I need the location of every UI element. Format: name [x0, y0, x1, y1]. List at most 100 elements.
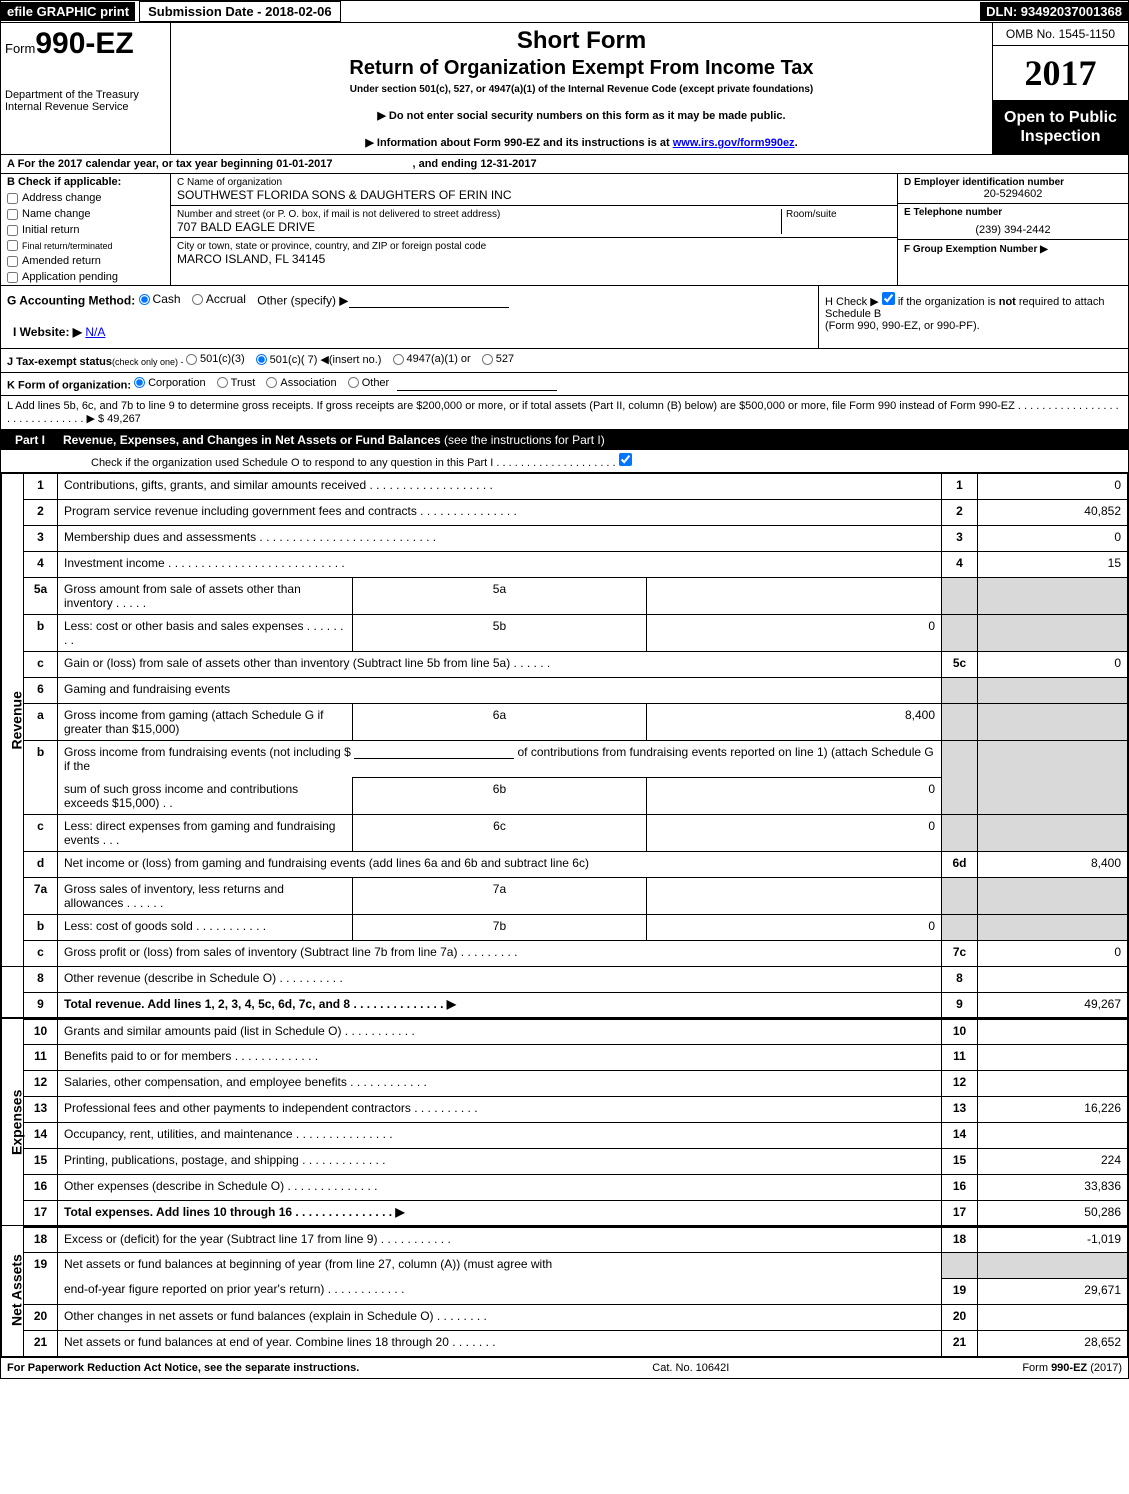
radio-527[interactable]: 527: [482, 353, 514, 365]
line-12: Salaries, other compensation, and employ…: [58, 1070, 942, 1096]
line-15-value: 224: [978, 1148, 1128, 1174]
line-8: Other revenue (describe in Schedule O) .…: [58, 966, 942, 992]
radio-trust[interactable]: Trust: [217, 377, 256, 389]
website-link[interactable]: N/A: [85, 325, 105, 339]
line-19-value: 29,671: [978, 1278, 1128, 1304]
other-specify: Other (specify) ▶: [257, 294, 348, 308]
form-990ez: efile GRAPHIC print Submission Date - 20…: [0, 0, 1129, 1379]
line-20-value: [978, 1304, 1128, 1330]
line-18-value: -1,019: [978, 1226, 1128, 1252]
line-6a-value: 8,400: [647, 704, 942, 741]
efile-print: efile GRAPHIC print: [1, 2, 135, 21]
line-10-value: [978, 1018, 1128, 1044]
radio-4947[interactable]: 4947(a)(1) or: [393, 353, 471, 365]
e-label: E Telephone number: [904, 207, 1122, 218]
right-header: OMB No. 1545-1150 2017 Open to Public In…: [993, 23, 1128, 154]
line-6b-1: Gross income from fundraising events (no…: [58, 741, 942, 778]
radio-cash[interactable]: Cash: [139, 292, 181, 306]
line-6c: Less: direct expenses from gaming and fu…: [58, 814, 353, 851]
c-label: C Name of organization: [177, 177, 891, 188]
line-3-value: 0: [978, 526, 1128, 552]
line-4: Investment income . . . . . . . . . . . …: [58, 552, 942, 578]
line-5c: Gain or (loss) from sale of assets other…: [58, 652, 942, 678]
line-9-value: 49,267: [978, 992, 1128, 1018]
line-6d-value: 8,400: [978, 851, 1128, 877]
radio-accrual[interactable]: Accrual: [192, 292, 246, 306]
chk-amended-return[interactable]: Amended return: [1, 253, 170, 269]
title-1: Short Form: [175, 27, 988, 55]
line-17-value: 50,286: [978, 1200, 1128, 1226]
line-8-value: [978, 966, 1128, 992]
part-1-label: Part I: [7, 433, 53, 447]
row-h: H Check ▶ if the organization is not req…: [818, 286, 1128, 348]
f-group-exemption: F Group Exemption Number ▶: [898, 240, 1128, 258]
row-j: J Tax-exempt status(check only one) - 50…: [1, 348, 1128, 372]
line-11: Benefits paid to or for members . . . . …: [58, 1044, 942, 1070]
chk-final-return[interactable]: Final return/terminated: [1, 238, 170, 253]
line-4-value: 15: [978, 552, 1128, 578]
line-14-value: [978, 1122, 1128, 1148]
row-l: L Add lines 5b, 6c, and 7b to line 9 to …: [1, 395, 1128, 429]
dln: DLN: 93492037001368: [980, 2, 1128, 21]
box-def: D Employer identification number 20-5294…: [898, 174, 1128, 285]
submission-date: Submission Date - 2018-02-06: [139, 1, 341, 22]
line-18: Excess or (deficit) for the year (Subtra…: [58, 1226, 942, 1252]
radio-other-org[interactable]: Other: [348, 377, 390, 389]
line-19-1: Net assets or fund balances at beginning…: [58, 1252, 942, 1278]
radio-association[interactable]: Association: [266, 377, 336, 389]
instruction-2: ▶ Information about Form 990-EZ and its …: [175, 136, 988, 149]
room-suite: Room/suite: [781, 209, 891, 234]
line-14: Occupancy, rent, utilities, and maintena…: [58, 1122, 942, 1148]
line-6c-value: 0: [647, 814, 942, 851]
footer-left: For Paperwork Reduction Act Notice, see …: [7, 1362, 359, 1374]
line-20: Other changes in net assets or fund bala…: [58, 1304, 942, 1330]
chk-address-change[interactable]: Address change: [1, 190, 170, 206]
header: Form990-EZ Department of the Treasury In…: [1, 22, 1128, 154]
line-17: Total expenses. Add lines 10 through 16 …: [58, 1200, 942, 1226]
city-state-zip: MARCO ISLAND, FL 34145: [177, 252, 891, 266]
chk-initial-return[interactable]: Initial return: [1, 222, 170, 238]
box-c: C Name of organization SOUTHWEST FLORIDA…: [171, 174, 898, 285]
title-2: Return of Organization Exempt From Incom…: [175, 57, 988, 80]
addr-label: Number and street (or P. O. box, if mail…: [177, 209, 781, 220]
subtitle-1: Under section 501(c), 527, or 4947(a)(1)…: [175, 84, 988, 95]
line-2: Program service revenue including govern…: [58, 500, 942, 526]
city-label: City or town, state or province, country…: [177, 241, 891, 252]
row-gh: G Accounting Method: Cash Accrual Other …: [1, 285, 1128, 348]
irs-link[interactable]: www.irs.gov/form990ez: [673, 137, 795, 149]
department: Department of the Treasury Internal Reve…: [5, 89, 166, 113]
line-9: Total revenue. Add lines 1, 2, 3, 4, 5c,…: [58, 992, 942, 1018]
line-7c: Gross profit or (loss) from sales of inv…: [58, 940, 942, 966]
radio-501c[interactable]: 501(c)( 7) ◀(insert no.): [256, 353, 382, 366]
chk-name-change[interactable]: Name change: [1, 206, 170, 222]
footer: For Paperwork Reduction Act Notice, see …: [1, 1357, 1128, 1378]
line-7b-value: 0: [647, 914, 942, 940]
row-a: A For the 2017 calendar year, or tax yea…: [1, 154, 1128, 173]
ein: 20-5294602: [904, 188, 1122, 200]
line-11-value: [978, 1044, 1128, 1070]
line-1: Contributions, gifts, grants, and simila…: [58, 474, 942, 500]
line-6d: Net income or (loss) from gaming and fun…: [58, 851, 942, 877]
line-16: Other expenses (describe in Schedule O) …: [58, 1174, 942, 1200]
line-13-value: 16,226: [978, 1096, 1128, 1122]
line-7a-value: [647, 877, 942, 914]
omb-number: OMB No. 1545-1150: [993, 23, 1128, 46]
line-16-value: 33,836: [978, 1174, 1128, 1200]
line-15: Printing, publications, postage, and shi…: [58, 1148, 942, 1174]
radio-corporation[interactable]: Corporation: [134, 377, 205, 389]
radio-501c3[interactable]: 501(c)(3): [186, 353, 245, 365]
line-5c-value: 0: [978, 652, 1128, 678]
other-specify-line: [349, 296, 509, 308]
topbar: efile GRAPHIC print Submission Date - 20…: [1, 1, 1128, 22]
chk-application-pending[interactable]: Application pending: [1, 269, 170, 285]
d-label: D Employer identification number: [904, 177, 1122, 188]
line-19-2: end-of-year figure reported on prior yea…: [58, 1278, 942, 1304]
footer-mid: Cat. No. 10642I: [652, 1362, 729, 1374]
netassets-label: Net Assets: [2, 1226, 24, 1356]
line-7a: Gross sales of inventory, less returns a…: [58, 877, 353, 914]
part-1-header: Part I Revenue, Expenses, and Changes in…: [1, 429, 1128, 450]
chk-h[interactable]: [882, 292, 895, 305]
part-1-table: Revenue 1 Contributions, gifts, grants, …: [1, 473, 1128, 1357]
line-2-value: 40,852: [978, 500, 1128, 526]
chk-schedule-o[interactable]: [619, 453, 632, 466]
